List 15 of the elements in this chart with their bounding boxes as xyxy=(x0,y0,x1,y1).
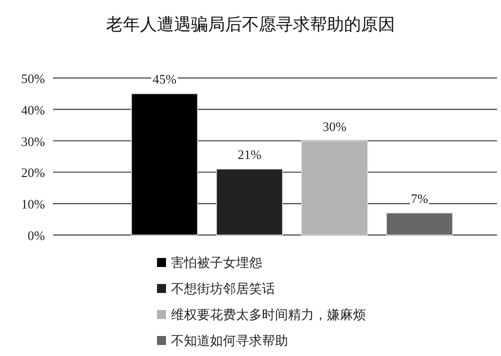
data-label: 45% xyxy=(152,72,177,87)
y-tick-label: 50% xyxy=(21,71,46,86)
legend-label: 维权要花费太多时间精力，嫌麻烦 xyxy=(171,307,366,322)
y-tick-label: 20% xyxy=(21,165,46,180)
title: 老年人遭遇骗局后不愿寻求帮助的原因 xyxy=(106,15,395,34)
y-tick-label: 30% xyxy=(21,134,46,149)
legend-label: 不想街坊邻居笑话 xyxy=(171,281,275,296)
data-label: 7% xyxy=(410,191,428,206)
legend-label: 不知道如何寻求帮助 xyxy=(171,333,288,348)
legend-label: 害怕被子女埋怨 xyxy=(171,255,262,270)
data-label: 30% xyxy=(322,118,347,134)
data-label: 21% xyxy=(238,147,262,162)
y-tick-label: 10% xyxy=(21,196,46,212)
y-tick-label: 0% xyxy=(28,228,46,243)
y-tick-label: 40% xyxy=(21,102,46,118)
